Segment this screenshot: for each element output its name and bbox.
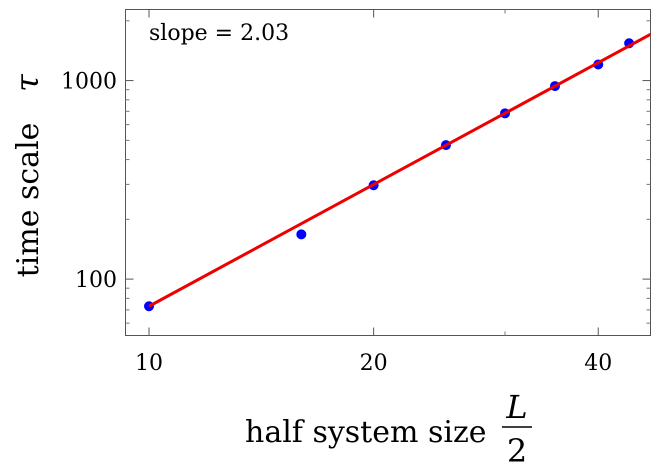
- slope-annotation: slope = 2.03: [149, 21, 289, 46]
- x-axis-fraction-numerator: L: [505, 388, 527, 426]
- tick-labels: 10 20 40 100 1000: [61, 70, 612, 376]
- y-tick-label-1000: 1000: [61, 70, 117, 95]
- y-tick-label-100: 100: [75, 268, 117, 293]
- y-axis-symbol: τ: [8, 73, 46, 92]
- x-tick-label-10: 10: [135, 351, 163, 376]
- y-axis-label: time scale: [11, 123, 46, 278]
- ticks: [125, 9, 651, 336]
- x-axis-fraction-denominator: 2: [507, 432, 527, 466]
- fit-line-segment: [148, 32, 651, 308]
- data-point: [296, 229, 307, 240]
- x-tick-label-20: 20: [360, 351, 388, 376]
- x-axis-label: half system size: [245, 415, 487, 450]
- series: [144, 32, 651, 312]
- fit-line: [148, 32, 651, 308]
- plot-frame: [125, 9, 651, 336]
- x-tick-label-40: 40: [584, 351, 612, 376]
